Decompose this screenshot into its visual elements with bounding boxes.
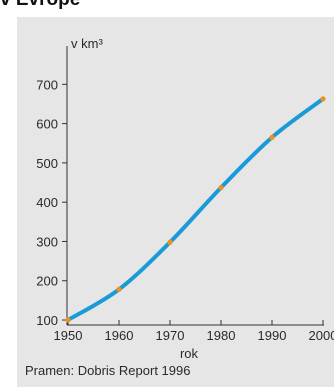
data-point [116,287,121,292]
x-tick-label: 1970 [156,328,185,343]
x-tick-label: 1990 [258,328,287,343]
x-tick-label: 1950 [54,328,83,343]
y-tick-label: 200 [36,274,58,289]
data-point [65,317,70,322]
data-point [320,96,325,101]
series-points [65,96,325,322]
axis-ticks: 100 200 300 400 500 600 700 1950 1960 1970 1980 199… [36,77,334,343]
y-axis-label: v km³ [71,36,103,51]
y-tick-label: 100 [36,313,58,328]
x-tick-label: 1980 [207,328,236,343]
y-tick-label: 600 [36,117,58,132]
y-tick-label: 300 [36,234,58,249]
source-note: Pramen: Dobris Report 1996 [25,363,190,378]
x-tick-label: 1960 [105,328,134,343]
data-point [167,240,172,245]
y-tick-label: 500 [36,156,58,171]
x-tick-label: 2000 [309,328,334,343]
data-point [269,135,274,140]
y-tick-label: 400 [36,195,58,210]
y-tick-label: 700 [36,77,58,92]
series-line [68,99,323,320]
x-axis-label: rok [180,346,199,361]
data-point [218,185,223,190]
